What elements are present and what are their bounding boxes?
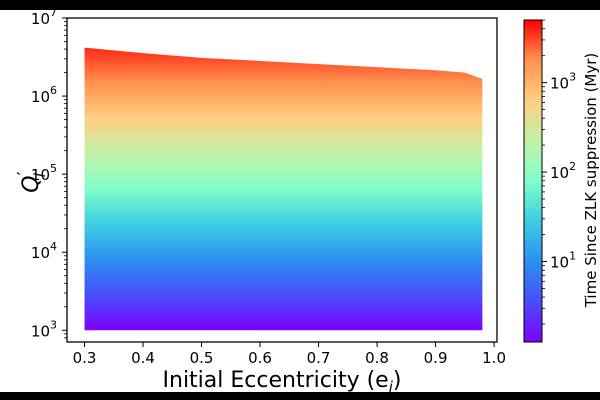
- colorbar-title: Time Since ZLK suppression (Myr): [582, 53, 600, 309]
- x-axis-title-close: ): [393, 368, 402, 393]
- x-tick-label: 0.6: [248, 349, 272, 367]
- y-tick-label: 106: [31, 84, 57, 106]
- y-tick-label: 107: [31, 6, 57, 28]
- y-axis-title-sub: i: [31, 172, 49, 177]
- colorbar-ticks: 101 102 103: [542, 19, 576, 325]
- x-tick-label: 0.5: [190, 349, 214, 367]
- x-axis-title: Initial Eccentricity (ei): [163, 368, 402, 396]
- x-tick-label: 0.3: [73, 349, 97, 367]
- x-tick-label: 0.8: [365, 349, 389, 367]
- colorbar: [523, 19, 543, 343]
- x-axis-title-sub: i: [389, 378, 394, 396]
- y-tick-label: 104: [31, 240, 57, 262]
- plot-area-frame: [66, 17, 498, 343]
- colorbar-tick-label: 101: [550, 250, 576, 272]
- x-tick-label: 1.0: [482, 349, 506, 367]
- y-axis-title-main: Q: [19, 175, 44, 192]
- x-axis-title-main: Initial Eccentricity (e: [163, 368, 389, 393]
- colorbar-tick-label: 102: [550, 160, 576, 182]
- y-axis-title-prime: ′: [14, 171, 35, 175]
- x-tick-label: 0.7: [307, 349, 331, 367]
- parameter-space-region: [84, 47, 483, 331]
- y-tick-label: 105: [31, 162, 57, 184]
- x-tick-label: 0.4: [131, 349, 155, 367]
- colorbar-tick-label: 103: [550, 71, 576, 93]
- y-axis-ticks: 103 104 105 106 107: [31, 6, 67, 340]
- x-tick-label: 0.9: [424, 349, 448, 367]
- x-axis-ticks: 0.3 0.4 0.5 0.6 0.7 0.8 0.9 1.0: [73, 342, 506, 367]
- y-tick-label: 103: [31, 318, 57, 340]
- y-axis-title: Q′i: [14, 171, 49, 192]
